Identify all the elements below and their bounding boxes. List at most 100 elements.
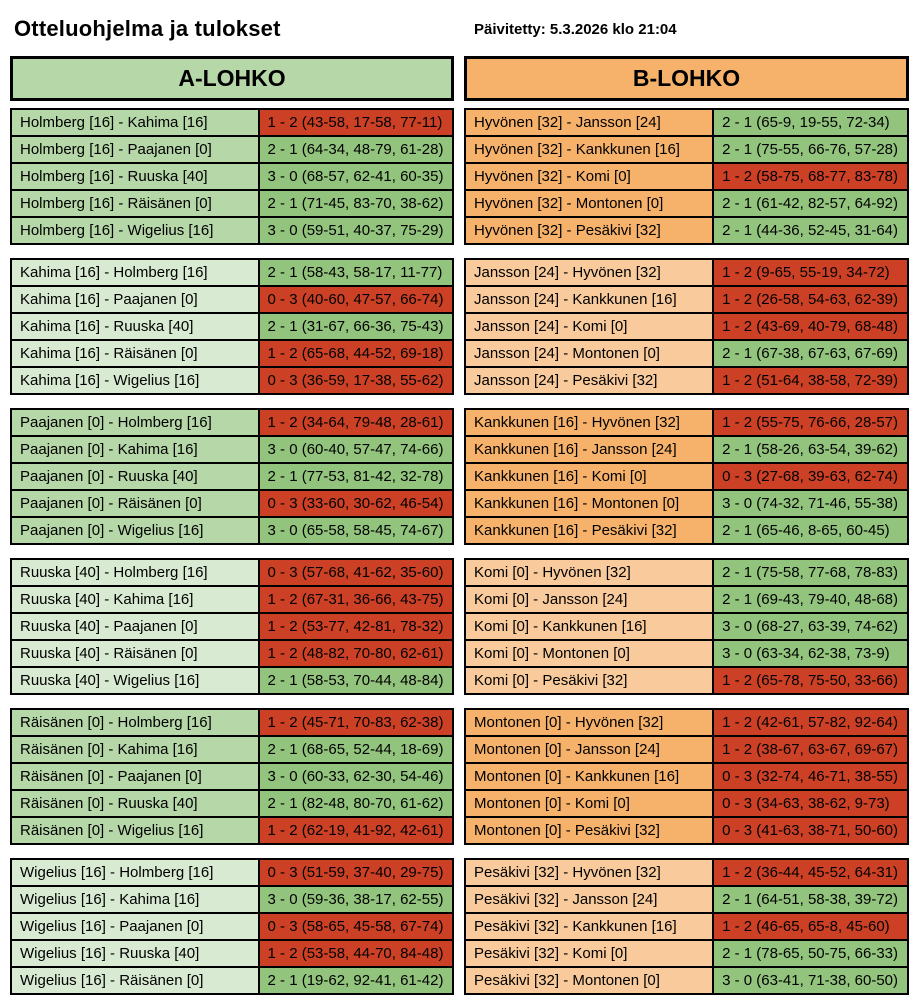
match-row: Montonen [0] - Kankkunen [16] 0 - 3 (32-7… <box>463 762 909 791</box>
match-label: Räisänen [0] - Paajanen [0] <box>10 762 260 791</box>
match-result: 1 - 2 (43-69, 40-79, 68-48) <box>712 312 909 341</box>
match-result: 0 - 3 (27-68, 39-63, 62-74) <box>712 462 909 491</box>
match-block: Komi [0] - Hyvönen [32] 2 - 1 (75-58, 77-… <box>463 558 909 695</box>
match-result: 1 - 2 (38-67, 63-67, 69-67) <box>712 735 909 764</box>
match-row: Kankkunen [16] - Montonen [0] 3 - 0 (74-3… <box>463 489 909 518</box>
match-block: Kahima [16] - Holmberg [16] 2 - 1 (58-43,… <box>10 258 455 395</box>
match-row: Paajanen [0] - Kahima [16] 3 - 0 (60-40, … <box>10 435 455 464</box>
match-result: 2 - 1 (71-45, 83-70, 38-62) <box>257 189 455 218</box>
match-result: 2 - 1 (68-65, 52-44, 18-69) <box>257 735 455 764</box>
match-label: Ruuska [40] - Räisänen [0] <box>10 639 260 668</box>
match-label: Jansson [24] - Kankkunen [16] <box>463 285 715 314</box>
match-row: Kahima [16] - Wigelius [16] 0 - 3 (36-59,… <box>10 366 455 395</box>
match-result: 1 - 2 (58-75, 68-77, 83-78) <box>712 162 909 191</box>
match-label: Kahima [16] - Ruuska [40] <box>10 312 260 341</box>
match-label: Ruuska [40] - Holmberg [16] <box>10 558 260 587</box>
match-label: Räisänen [0] - Wigelius [16] <box>10 816 260 845</box>
group-b-blocks: Hyvönen [32] - Jansson [24] 2 - 1 (65-9, … <box>463 108 909 995</box>
match-result: 2 - 1 (31-67, 66-36, 75-43) <box>257 312 455 341</box>
match-result: 2 - 1 (69-43, 79-40, 48-68) <box>712 585 909 614</box>
match-result: 2 - 1 (58-26, 63-54, 39-62) <box>712 435 909 464</box>
match-row: Jansson [24] - Kankkunen [16] 1 - 2 (26-5… <box>463 285 909 314</box>
match-label: Paajanen [0] - Räisänen [0] <box>10 489 260 518</box>
match-label: Holmberg [16] - Räisänen [0] <box>10 189 260 218</box>
match-label: Räisänen [0] - Holmberg [16] <box>10 708 260 737</box>
group-b-column: B-LOHKO Hyvönen [32] - Jansson [24] 2 - 1… <box>463 56 909 1008</box>
match-result: 1 - 2 (26-58, 54-63, 62-39) <box>712 285 909 314</box>
match-row: Räisänen [0] - Kahima [16] 2 - 1 (68-65, … <box>10 735 455 764</box>
match-result: 1 - 2 (53-58, 44-70, 84-48) <box>257 939 455 968</box>
match-label: Kankkunen [16] - Hyvönen [32] <box>463 408 715 437</box>
match-result: 2 - 1 (64-51, 58-38, 39-72) <box>712 885 909 914</box>
match-label: Hyvönen [32] - Montonen [0] <box>463 189 715 218</box>
match-row: Räisänen [0] - Wigelius [16] 1 - 2 (62-19… <box>10 816 455 845</box>
match-label: Wigelius [16] - Paajanen [0] <box>10 912 260 941</box>
match-result: 3 - 0 (59-51, 40-37, 75-29) <box>257 216 455 245</box>
match-label: Pesäkivi [32] - Kankkunen [16] <box>463 912 715 941</box>
match-row: Jansson [24] - Pesäkivi [32] 1 - 2 (51-64… <box>463 366 909 395</box>
match-result: 2 - 1 (82-48, 80-70, 61-62) <box>257 789 455 818</box>
match-block: Hyvönen [32] - Jansson [24] 2 - 1 (65-9, … <box>463 108 909 245</box>
match-row: Kankkunen [16] - Pesäkivi [32] 2 - 1 (65-… <box>463 516 909 545</box>
match-row: Ruuska [40] - Kahima [16] 1 - 2 (67-31, 3… <box>10 585 455 614</box>
match-row: Räisänen [0] - Ruuska [40] 2 - 1 (82-48, … <box>10 789 455 818</box>
match-label: Ruuska [40] - Wigelius [16] <box>10 666 260 695</box>
match-result: 2 - 1 (75-55, 66-76, 57-28) <box>712 135 909 164</box>
match-result: 2 - 1 (44-36, 52-45, 31-64) <box>712 216 909 245</box>
match-result: 2 - 1 (64-34, 48-79, 61-28) <box>257 135 455 164</box>
match-label: Montonen [0] - Jansson [24] <box>463 735 715 764</box>
match-label: Räisänen [0] - Kahima [16] <box>10 735 260 764</box>
match-result: 2 - 1 (75-58, 77-68, 78-83) <box>712 558 909 587</box>
match-block: Jansson [24] - Hyvönen [32] 1 - 2 (9-65, … <box>463 258 909 395</box>
match-row: Kahima [16] - Holmberg [16] 2 - 1 (58-43,… <box>10 258 455 287</box>
match-result: 1 - 2 (43-58, 17-58, 77-11) <box>257 108 455 137</box>
match-label: Räisänen [0] - Ruuska [40] <box>10 789 260 818</box>
match-row: Paajanen [0] - Ruuska [40] 2 - 1 (77-53, … <box>10 462 455 491</box>
match-result: 0 - 3 (41-63, 38-71, 50-60) <box>712 816 909 845</box>
match-result: 2 - 1 (78-65, 50-75, 66-33) <box>712 939 909 968</box>
match-result: 1 - 2 (34-64, 79-48, 28-61) <box>257 408 455 437</box>
match-label: Wigelius [16] - Ruuska [40] <box>10 939 260 968</box>
match-result: 0 - 3 (36-59, 17-38, 55-62) <box>257 366 455 395</box>
match-row: Pesäkivi [32] - Jansson [24] 2 - 1 (64-51… <box>463 885 909 914</box>
match-result: 2 - 1 (65-9, 19-55, 72-34) <box>712 108 909 137</box>
match-row: Komi [0] - Montonen [0] 3 - 0 (63-34, 62-… <box>463 639 909 668</box>
match-label: Hyvönen [32] - Pesäkivi [32] <box>463 216 715 245</box>
match-result: 1 - 2 (53-77, 42-81, 78-32) <box>257 612 455 641</box>
match-row: Kahima [16] - Ruuska [40] 2 - 1 (31-67, 6… <box>10 312 455 341</box>
match-label: Kankkunen [16] - Montonen [0] <box>463 489 715 518</box>
match-result: 3 - 0 (60-40, 57-47, 74-66) <box>257 435 455 464</box>
match-result: 3 - 0 (68-27, 63-39, 74-62) <box>712 612 909 641</box>
match-block: Holmberg [16] - Kahima [16] 1 - 2 (43-58,… <box>10 108 455 245</box>
match-result: 2 - 1 (58-43, 58-17, 11-77) <box>257 258 455 287</box>
match-result: 3 - 0 (60-33, 62-30, 54-46) <box>257 762 455 791</box>
match-row: Montonen [0] - Komi [0] 0 - 3 (34-63, 38-… <box>463 789 909 818</box>
match-label: Hyvönen [32] - Kankkunen [16] <box>463 135 715 164</box>
match-label: Paajanen [0] - Holmberg [16] <box>10 408 260 437</box>
match-row: Paajanen [0] - Wigelius [16] 3 - 0 (65-58… <box>10 516 455 545</box>
match-result: 1 - 2 (62-19, 41-92, 42-61) <box>257 816 455 845</box>
match-result: 0 - 3 (58-65, 45-58, 67-74) <box>257 912 455 941</box>
match-row: Montonen [0] - Hyvönen [32] 1 - 2 (42-61,… <box>463 708 909 737</box>
group-a-column: A-LOHKO Holmberg [16] - Kahima [16] 1 - 2… <box>10 56 455 1008</box>
match-row: Holmberg [16] - Paajanen [0] 2 - 1 (64-34… <box>10 135 455 164</box>
match-block: Räisänen [0] - Holmberg [16] 1 - 2 (45-71… <box>10 708 455 845</box>
match-row: Pesäkivi [32] - Montonen [0] 3 - 0 (63-41… <box>463 966 909 995</box>
match-result: 0 - 3 (40-60, 47-57, 66-74) <box>257 285 455 314</box>
match-label: Pesäkivi [32] - Jansson [24] <box>463 885 715 914</box>
match-row: Montonen [0] - Pesäkivi [32] 0 - 3 (41-63… <box>463 816 909 845</box>
match-row: Räisänen [0] - Holmberg [16] 1 - 2 (45-71… <box>10 708 455 737</box>
match-row: Wigelius [16] - Paajanen [0] 0 - 3 (58-65… <box>10 912 455 941</box>
match-row: Hyvönen [32] - Pesäkivi [32] 2 - 1 (44-36… <box>463 216 909 245</box>
match-label: Holmberg [16] - Kahima [16] <box>10 108 260 137</box>
match-row: Wigelius [16] - Räisänen [0] 2 - 1 (19-62… <box>10 966 455 995</box>
match-label: Hyvönen [32] - Jansson [24] <box>463 108 715 137</box>
match-label: Paajanen [0] - Wigelius [16] <box>10 516 260 545</box>
match-result: 3 - 0 (59-36, 38-17, 62-55) <box>257 885 455 914</box>
match-block: Ruuska [40] - Holmberg [16] 0 - 3 (57-68,… <box>10 558 455 695</box>
match-label: Pesäkivi [32] - Hyvönen [32] <box>463 858 715 887</box>
match-row: Hyvönen [32] - Kankkunen [16] 2 - 1 (75-5… <box>463 135 909 164</box>
match-row: Pesäkivi [32] - Kankkunen [16] 1 - 2 (46-… <box>463 912 909 941</box>
match-label: Komi [0] - Hyvönen [32] <box>463 558 715 587</box>
match-result: 1 - 2 (36-44, 45-52, 64-31) <box>712 858 909 887</box>
